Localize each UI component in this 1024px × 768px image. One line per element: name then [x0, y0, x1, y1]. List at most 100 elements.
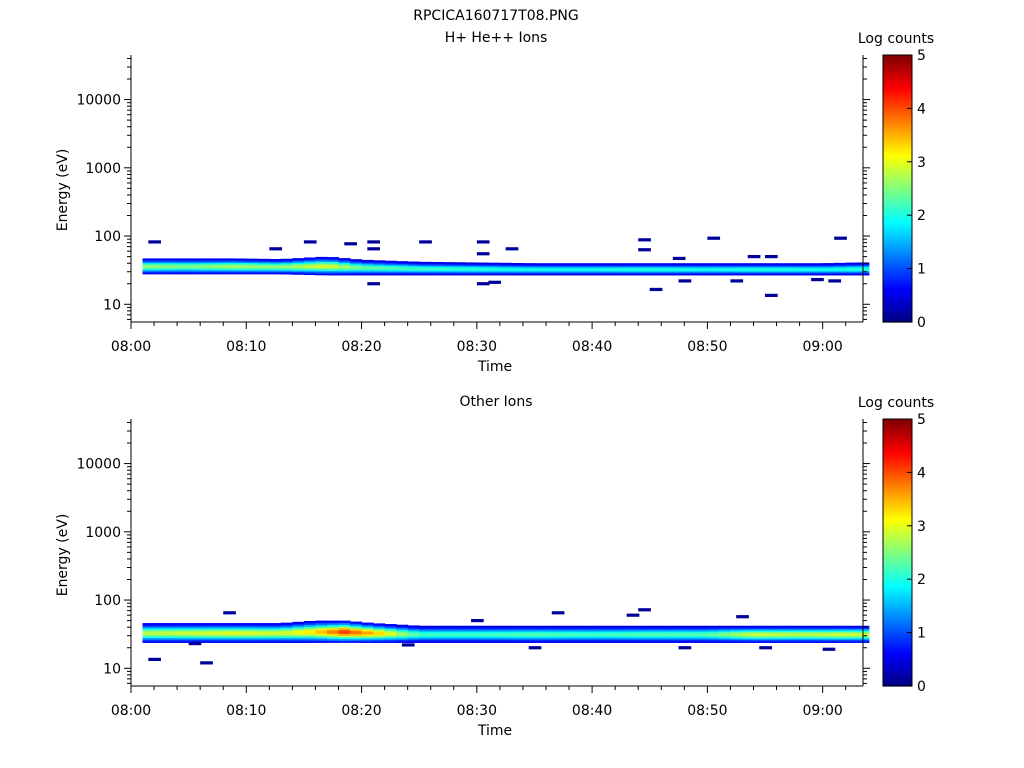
heatmap-cell: [661, 265, 674, 267]
heatmap-cell: [534, 271, 547, 274]
heatmap-cell: [753, 639, 766, 642]
heatmap-cell: [569, 263, 582, 265]
heatmap-cell: [811, 270, 824, 273]
heatmap-cell: [373, 637, 386, 640]
heatmap-cell: [465, 263, 478, 266]
heatmap-cell: [165, 258, 178, 261]
heatmap-cell: [811, 272, 824, 275]
heatmap-cell: [396, 262, 409, 265]
heatmap-cell: [223, 634, 236, 637]
heatmap-cell: [465, 625, 478, 628]
heatmap-cell: [511, 263, 524, 266]
heatmap-cell: [776, 625, 789, 628]
heatmap-cell: [280, 635, 293, 639]
heatmap-cell: [154, 627, 167, 631]
colorbar-step: [883, 600, 912, 604]
heatmap-cell: [223, 258, 236, 261]
heatmap-cell: [545, 270, 559, 272]
heatmap-cell: [211, 271, 224, 274]
heatmap-cell: [476, 625, 489, 628]
heatmap-cell: [257, 272, 270, 275]
heatmap-cell: [154, 262, 167, 265]
colorbar-tick-label: 5: [917, 48, 926, 64]
colorbar-frame: [882, 54, 913, 323]
heatmap-cell: [234, 629, 247, 632]
heatmap-cell: [223, 632, 236, 635]
heatmap-cell: [776, 636, 789, 639]
heatmap-cell: [453, 636, 466, 639]
heatmap-cell: [511, 268, 524, 271]
heatmap-cell: [384, 634, 397, 637]
heatmap-cell: [580, 265, 593, 267]
heatmap-cell: [303, 628, 317, 631]
heatmap-cell: [741, 265, 755, 267]
heatmap-cell: [361, 627, 374, 630]
heatmap-cell: [326, 620, 340, 623]
heatmap-cell: [350, 269, 363, 272]
heatmap-cell: [338, 636, 351, 640]
heatmap-cell: [649, 273, 662, 276]
heatmap-cell: [246, 263, 259, 266]
heatmap-cell: [545, 636, 559, 639]
heatmap-cell: [776, 638, 789, 641]
heatmap-cell: [419, 627, 432, 630]
heatmap-cell: [534, 629, 547, 632]
heatmap-cell: [430, 632, 443, 635]
colorbar-step: [883, 103, 912, 107]
heatmap-cell: [569, 271, 582, 274]
colorbar-step: [883, 76, 912, 80]
heatmap-cell: [580, 266, 593, 268]
heatmap-cell: [534, 631, 547, 634]
colorbar-step: [883, 319, 912, 323]
heatmap-cell: [776, 632, 789, 635]
heatmap-cell: [661, 264, 674, 266]
heatmap-cell: [407, 264, 420, 267]
colorbar-step: [883, 456, 912, 460]
colorbar-step: [883, 135, 912, 139]
heatmap-cell: [718, 266, 732, 268]
heatmap-cell: [661, 629, 674, 632]
heatmap-cell: [753, 273, 766, 276]
heatmap-cell: [580, 263, 593, 265]
heatmap-cell: [615, 625, 628, 628]
heatmap-cell: [384, 266, 397, 269]
colorbar-step: [883, 68, 912, 72]
heatmap-cell: [177, 635, 190, 639]
heatmap-cell: [788, 270, 801, 273]
heatmap-cell: [741, 269, 755, 271]
x-tick-label: 08:40: [572, 703, 612, 719]
heatmap-cell: [834, 264, 847, 267]
heatmap-cell: [499, 268, 513, 271]
colorbar-step: [883, 597, 912, 602]
heatmap-cell: [522, 635, 536, 638]
heatmap-cell: [649, 640, 662, 643]
heatmap-cell: [177, 264, 190, 267]
heatmap-cell: [223, 640, 236, 643]
heatmap-cell: [845, 635, 858, 638]
colorbar-tick-label: 0: [917, 315, 926, 331]
heatmap-cell: [453, 269, 466, 272]
colorbar-step: [883, 212, 912, 216]
heatmap-cell: [684, 264, 697, 266]
heatmap-cell: [765, 263, 778, 265]
heatmap-cell: [822, 629, 835, 632]
heatmap-cell: [499, 625, 513, 628]
heatmap-cell: [396, 626, 409, 629]
heatmap-cell: [211, 264, 224, 267]
heatmap-cell: [465, 638, 478, 641]
heatmap-cell: [384, 268, 397, 271]
heatmap-cell: [661, 636, 674, 639]
heatmap-cell: [672, 270, 685, 273]
heatmap-cell: [569, 270, 582, 273]
heatmap-cell: [177, 623, 190, 626]
heatmap-cell: [223, 626, 236, 629]
colorbar-step: [883, 57, 912, 61]
heatmap-cell: [430, 268, 443, 271]
heatmap-cell: [315, 261, 328, 264]
heatmap-cell: [511, 639, 524, 642]
heatmap-cell: [396, 630, 409, 633]
colorbar-step: [883, 565, 912, 570]
heatmap-cell: [269, 634, 282, 637]
heatmap-cell: [361, 264, 374, 267]
